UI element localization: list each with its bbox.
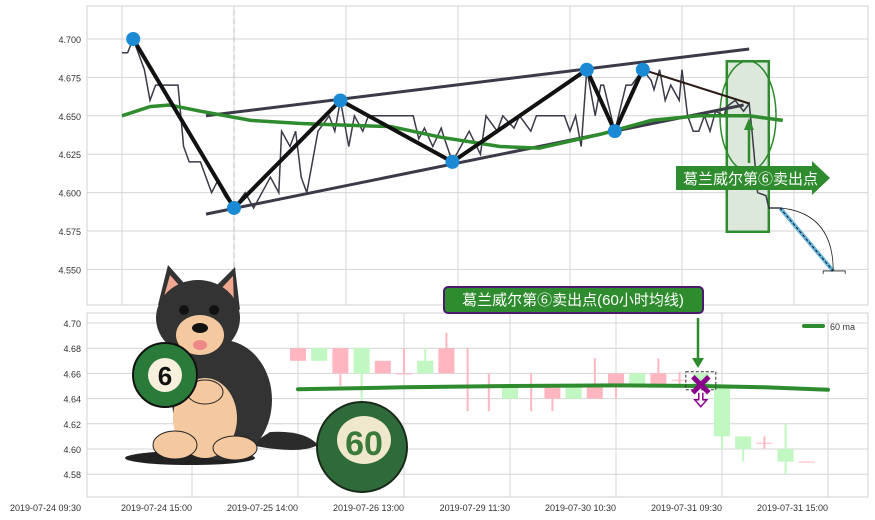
candle-body [290, 348, 306, 361]
pivot-point [333, 93, 348, 108]
x-tick-label: 2019-07-30 10:30 [545, 503, 616, 513]
sell-arrowhead-up [744, 118, 754, 130]
top-y-tick-label: 4.700 [58, 35, 81, 45]
candle-body [629, 373, 646, 385]
bottom-y-tick-label: 4.62 [63, 420, 81, 430]
top-y-tick-label: 4.600 [58, 189, 81, 199]
x-tick-label: 2019-07-24 15:00 [121, 503, 192, 513]
projection-arc [779, 207, 834, 271]
ball-6-label: 6 [158, 361, 172, 391]
candle-body [735, 436, 752, 449]
pivot-point [635, 62, 650, 77]
pivot-point [227, 200, 241, 215]
pivot-point [445, 154, 460, 169]
top-y-tick-label: 4.675 [58, 73, 81, 83]
candle-body [608, 373, 624, 385]
candle-body [417, 360, 434, 374]
candle-body [798, 461, 815, 463]
bottom-panel: 4.70 4.68 4.66 4.64 4.62 4.60 4.58 2019-07-24 … [10, 286, 869, 513]
ma-line-bottom [296, 383, 830, 392]
down-arrow-icon [693, 392, 709, 408]
candle-body [544, 384, 561, 399]
top-series [121, 32, 846, 274]
ball-60: 60 [316, 401, 408, 493]
top-annotation-arrow-box [676, 161, 830, 195]
x-axis-ticks: 2019-07-24 09:30 2019-07-24 15:00 2019-07-… [10, 503, 828, 513]
sell-marker-box [685, 371, 717, 391]
top-annotation: 葛兰威尔第⑥卖出点 [676, 161, 830, 195]
x-tick-label: 2019-07-24 09:30 [10, 503, 81, 513]
bottom-annotation-label: 葛兰威尔第⑥卖出点(60小时均线) [462, 291, 684, 309]
legend: 60 ma [802, 322, 855, 332]
bottom-y-tick-label: 4.66 [63, 369, 81, 379]
candle-body [353, 348, 370, 374]
top-y-tick-label: 4.650 [58, 112, 81, 122]
bottom-y-tick-label: 4.58 [63, 470, 81, 480]
candle-body [756, 442, 773, 444]
candle-body [374, 360, 391, 374]
candle-body [714, 386, 730, 437]
pivot-point [607, 124, 622, 139]
top-annotation-label: 葛兰威尔第⑥卖出点 [683, 170, 818, 188]
candle-body [777, 449, 794, 462]
bottom-y-tick-label: 4.68 [63, 344, 81, 354]
bottom-annotation: 葛兰威尔第⑥卖出点(60小时均线) [443, 286, 704, 368]
trend-line [642, 68, 750, 105]
bottom-series [290, 333, 830, 475]
channel-upper-line [205, 47, 750, 118]
candle-body [311, 348, 328, 361]
bottom-y-tick-label: 4.64 [63, 395, 81, 405]
candle-body [650, 373, 667, 385]
candle-body [565, 384, 582, 399]
candle-body [332, 348, 349, 374]
candle-body [586, 384, 603, 399]
projection-line-dash [779, 207, 834, 272]
top-y-ticks: 4.700 4.675 4.650 4.625 4.600 4.575 4.550 [58, 35, 81, 275]
candle-body [502, 384, 518, 399]
pivot-point [126, 32, 141, 46]
top-y-tick-label: 4.625 [58, 150, 81, 160]
candle-body [671, 379, 688, 381]
x-tick-label: 2019-07-31 09:30 [651, 503, 722, 513]
x-tick-label: 2019-07-29 11:30 [440, 503, 510, 513]
x-tick-label: 2019-07-31 15:00 [757, 503, 828, 513]
channel-lower-line [205, 103, 744, 216]
candle-body [396, 373, 412, 375]
ma-line-top [121, 103, 784, 150]
bottom-y-tick-label: 4.70 [63, 319, 81, 329]
ball-6: 6 [132, 342, 198, 408]
bottom-y-ticks: 4.70 4.68 4.66 4.64 4.62 4.60 4.58 [63, 319, 81, 480]
bottom-annotation-box [443, 286, 704, 314]
legend-label-60ma: 60 ma [830, 322, 855, 332]
sell-x-icon [691, 374, 711, 395]
x-tick-label: 2019-07-25 14:00 [227, 503, 298, 513]
top-y-tick-label: 4.575 [58, 227, 81, 237]
top-y-tick-label: 4.550 [58, 265, 81, 275]
projection-bracket [822, 270, 846, 274]
ball-60-label: 60 [345, 425, 383, 463]
candle-body [438, 348, 455, 374]
pivot-point [579, 62, 594, 77]
top-panel: 4.700 4.675 4.650 4.625 4.600 4.575 4.550 葛兰威尔… [58, 5, 869, 306]
bottom-annotation-arrowhead [692, 358, 704, 368]
x-tick-label: 2019-07-26 13:00 [333, 503, 404, 513]
bottom-y-tick-label: 4.60 [63, 445, 81, 455]
